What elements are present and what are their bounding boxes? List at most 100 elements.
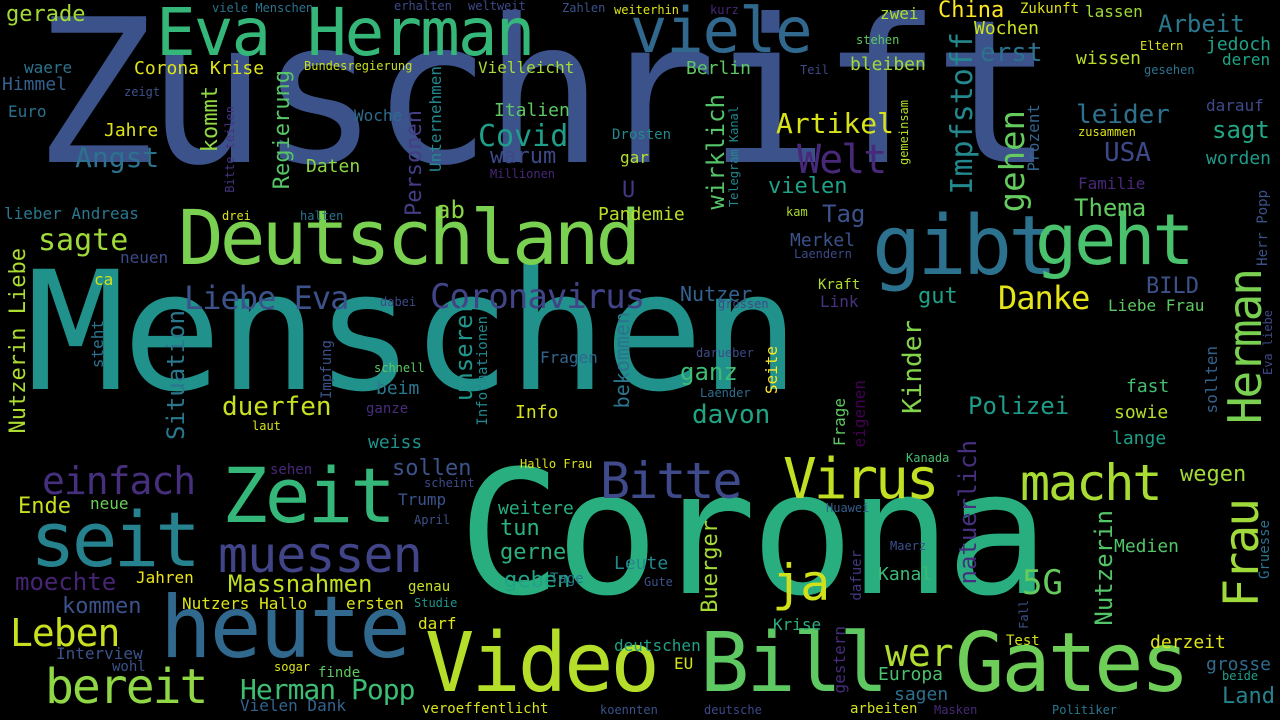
word: bekommen — [610, 312, 634, 409]
word: natuerlich — [954, 440, 982, 585]
word: ja — [772, 554, 830, 612]
word: Seite — [762, 346, 781, 395]
word: weiss — [368, 432, 423, 453]
word: Gute — [644, 575, 673, 589]
word: jedoch — [1206, 34, 1272, 55]
word: zwei — [880, 4, 919, 23]
word: finde — [318, 665, 361, 681]
word: beim — [376, 378, 420, 399]
word: kurz — [710, 3, 739, 17]
word: stehen — [856, 33, 900, 47]
word: Zuschrift — [34, 0, 1054, 210]
word: Teil — [800, 63, 829, 77]
word: Berlin — [686, 58, 752, 79]
word: Huawei — [826, 501, 870, 515]
word: USA — [1104, 138, 1151, 168]
word: Nutzer — [680, 282, 753, 306]
word: lieber Andreas — [4, 204, 139, 223]
word: heute — [160, 578, 411, 678]
word: Welt — [797, 137, 887, 183]
word: Land — [1222, 684, 1275, 709]
word: ganze — [366, 401, 409, 417]
word: kommt — [198, 86, 223, 153]
word: gemeinsam — [897, 100, 911, 166]
word: lassen — [1085, 2, 1143, 21]
word: Ende — [18, 494, 71, 519]
word: gar — [620, 148, 649, 167]
word: Polizei — [968, 392, 1070, 420]
word: zusammen — [1078, 125, 1136, 139]
word: Maerz — [890, 539, 927, 553]
word: gerne — [500, 540, 567, 565]
word: darueber — [696, 346, 754, 360]
word: dabei — [380, 295, 417, 309]
word: erst — [980, 38, 1043, 68]
word: Europa — [878, 664, 944, 685]
word: Link — [820, 292, 859, 311]
word: Euro — [8, 102, 47, 121]
word: waere — [24, 58, 73, 77]
word: scheint — [424, 476, 475, 490]
word: geben — [504, 568, 571, 593]
word: Fragen — [540, 348, 598, 367]
word: halten — [300, 209, 344, 223]
word: Informationen — [475, 316, 491, 426]
word: laut — [252, 419, 281, 433]
word: sagt — [1212, 116, 1270, 144]
word: deutsche — [704, 703, 762, 717]
word: wer — [885, 631, 954, 675]
word: kommen — [62, 594, 142, 619]
word: Kraft — [818, 277, 861, 293]
word: China — [938, 0, 1005, 23]
word: Millionen — [490, 167, 556, 181]
word: Menschen — [26, 236, 800, 428]
word: ab — [436, 196, 465, 224]
word: Nutzers Hallo — [182, 594, 308, 613]
word: Gates — [955, 616, 1190, 711]
word: Kinder — [898, 320, 928, 414]
word: warum — [490, 144, 557, 169]
word: moechte — [15, 568, 117, 596]
word: gibt — [872, 199, 1057, 294]
word: genau — [408, 579, 451, 595]
word: lange — [1112, 428, 1167, 449]
word: kam — [786, 205, 808, 219]
word: wissen — [1076, 48, 1142, 69]
word: weltweit — [468, 0, 526, 13]
word: sagen — [894, 684, 949, 705]
word: viele — [630, 0, 813, 67]
word: Impfstoff — [945, 32, 980, 195]
word: Leben — [10, 611, 120, 655]
word: bleiben — [850, 54, 926, 75]
word: Kanal — [878, 564, 933, 585]
word: Danke — [998, 279, 1090, 317]
word: Italien — [494, 100, 570, 121]
word: Politiker — [1052, 703, 1118, 717]
word: Gruesse — [1257, 520, 1273, 580]
word: Bitte — [600, 452, 743, 510]
word: schnell — [374, 361, 425, 375]
word: Unternehmen — [426, 66, 445, 172]
word: Studie — [414, 596, 458, 610]
word: Woche — [354, 106, 403, 125]
word: Massnahmen — [228, 570, 373, 598]
word: eigenen — [850, 380, 869, 448]
word: ca — [94, 270, 114, 289]
word: Bitte teilen — [223, 106, 237, 193]
word: seit — [30, 495, 201, 584]
word: Fall — [1017, 600, 1031, 629]
word: tun — [500, 516, 540, 541]
word: Telegram Kanal — [727, 106, 741, 208]
word: Interview — [56, 644, 143, 663]
word: gesehen — [1144, 63, 1195, 77]
word: Krise — [773, 615, 822, 634]
word: Corona — [458, 433, 1049, 634]
word: sollten — [1202, 346, 1221, 414]
word: veroeffentlicht — [422, 701, 549, 717]
word: Frage — [830, 398, 849, 447]
word: wirklich — [702, 94, 730, 210]
word: Virus — [783, 447, 940, 512]
word: Laendern — [794, 247, 852, 261]
word: viele Menschen — [212, 1, 314, 15]
